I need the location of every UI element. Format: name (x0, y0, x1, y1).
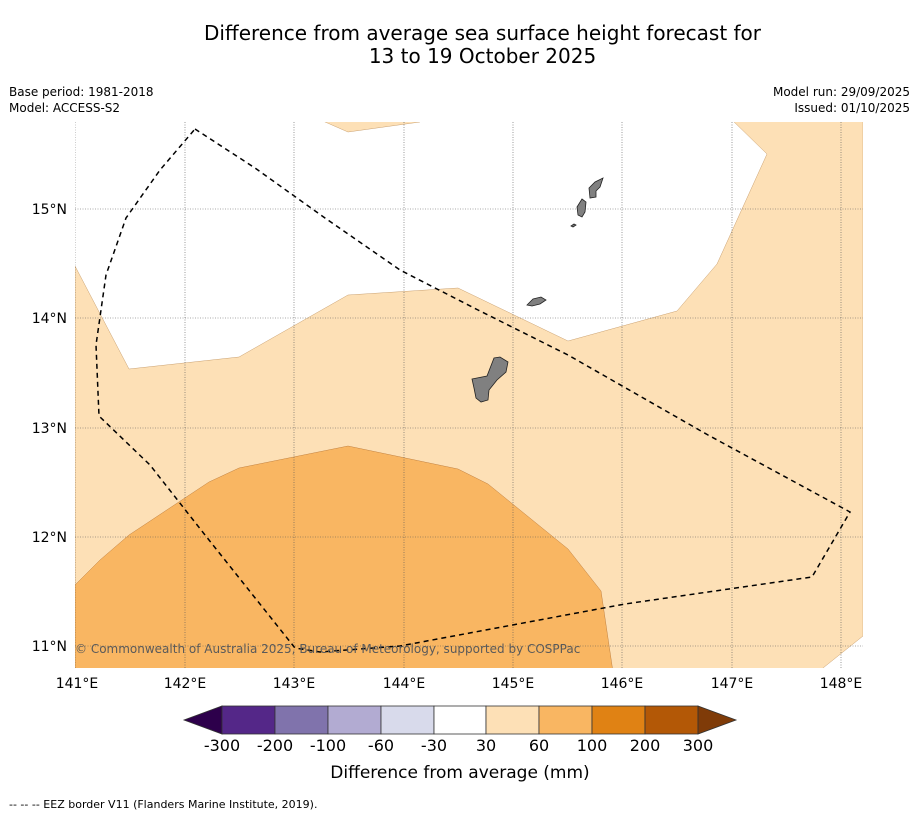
meta-right: Model run: 29/09/2025 Issued: 01/10/2025 (773, 84, 910, 116)
lat-label-15n: 15°N (32, 202, 67, 218)
lat-label-11n: 11°N (32, 639, 67, 655)
colorbar-tick: -60 (368, 736, 394, 755)
colorbar-segment (380, 705, 435, 735)
chart-title: Difference from average sea surface heig… (0, 22, 919, 68)
gridlines (75, 122, 863, 668)
colorbar-tick: 100 (577, 736, 608, 755)
eez-border (95, 128, 852, 653)
colorbar-tick: -300 (204, 736, 240, 755)
colorbar-tick: -100 (310, 736, 346, 755)
lon-label-145e: 145°E (492, 676, 535, 692)
rota-island (526, 296, 547, 307)
model-run: Model run: 29/09/2025 (772, 85, 910, 99)
anomaly-band-60-100 (75, 445, 613, 668)
map-area: © Commonwealth of Australia 2025, Bureau… (75, 122, 863, 668)
aguijan-islet (570, 223, 577, 228)
model-name: Model: ACCESS-S2 (9, 101, 121, 115)
colorbar-segment (274, 705, 329, 735)
issued-date: Issued: 01/10/2025 (794, 101, 910, 115)
anomaly-band-30-60-top (324, 122, 421, 133)
eez-legend: -- -- -- EEZ border V11 (Flanders Marine… (9, 798, 317, 811)
lon-label-148e: 148°E (820, 676, 863, 692)
title-line-1: Difference from average sea surface heig… (203, 21, 762, 45)
colorbar-segment (591, 705, 646, 735)
guam-island (471, 356, 509, 403)
colorbar (182, 705, 738, 735)
saipan-island (588, 177, 604, 199)
colorbar-tick: 200 (630, 736, 661, 755)
colorbar-segment (221, 705, 276, 735)
colorbar-tick: 60 (529, 736, 549, 755)
colorbar-ticks: -300 -200 -100 -60 -30 30 60 100 200 300 (204, 736, 713, 755)
islands (471, 177, 604, 403)
colorbar-label: Difference from average (mm) (330, 763, 589, 783)
lon-label-142e: 142°E (164, 676, 207, 692)
lat-labels: 15°N 14°N 13°N 12°N 11°N (32, 202, 67, 655)
title-line-2: 13 to 19 October 2025 (368, 44, 597, 68)
lon-labels: 141°E 142°E 143°E 144°E 145°E 146°E 147°… (56, 676, 863, 692)
lon-label-146e: 146°E (601, 676, 644, 692)
lon-label-147e: 147°E (711, 676, 754, 692)
colorbar-extend-low (182, 705, 223, 735)
colorbar-extend-high (697, 705, 738, 735)
colorbar-segment (485, 705, 540, 735)
colorbar-tick: 300 (683, 736, 714, 755)
lat-label-12n: 12°N (32, 530, 67, 546)
anomaly-band-white-corner (822, 635, 863, 668)
lon-label-144e: 144°E (383, 676, 426, 692)
copyright-notice: © Commonwealth of Australia 2025, Bureau… (75, 642, 580, 656)
lon-label-141e: 141°E (56, 676, 99, 692)
colorbar-tick: -200 (257, 736, 293, 755)
base-period: Base period: 1981-2018 (9, 85, 154, 99)
lat-label-14n: 14°N (32, 311, 67, 327)
tinian-island (576, 198, 587, 218)
colorbar-tick: -30 (421, 736, 447, 755)
colorbar-segment (433, 705, 487, 735)
colorbar-segment (644, 705, 699, 735)
lon-label-143e: 143°E (273, 676, 316, 692)
colorbar-segment (327, 705, 382, 735)
lat-label-13n: 13°N (32, 421, 67, 437)
colorbar-segment (538, 705, 593, 735)
meta-left: Base period: 1981-2018 Model: ACCESS-S2 (9, 84, 154, 116)
colorbar-tick: 30 (476, 736, 496, 755)
